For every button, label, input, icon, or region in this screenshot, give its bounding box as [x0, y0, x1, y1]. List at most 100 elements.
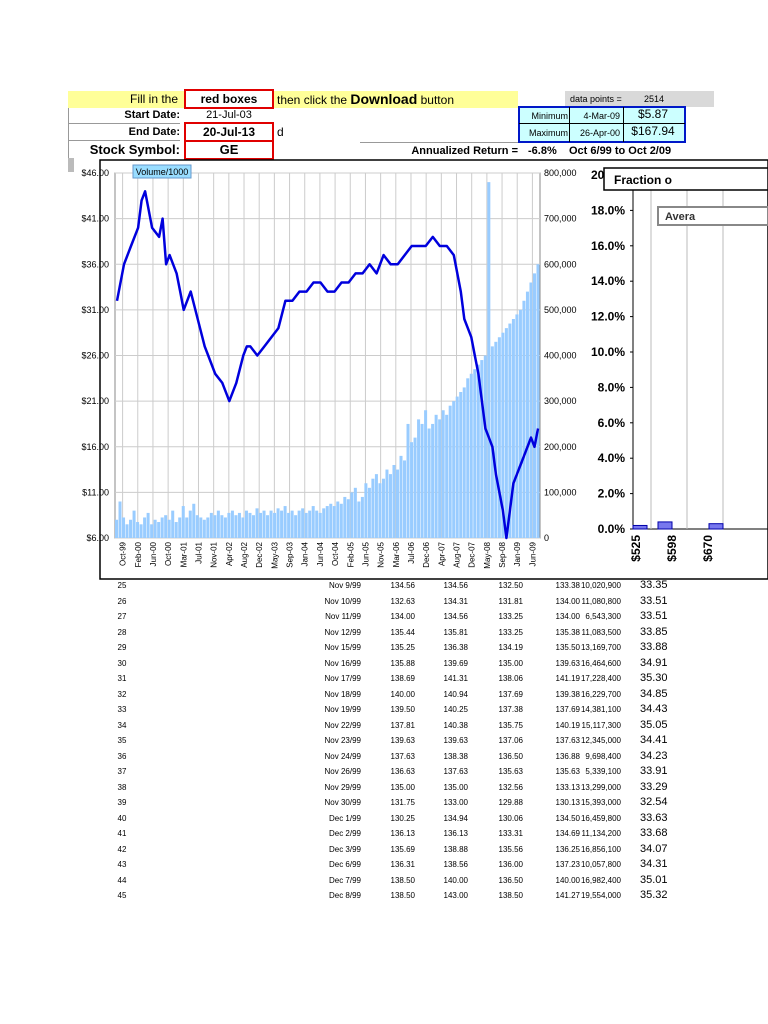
- table-cell: 135.44: [390, 627, 415, 637]
- volume-bar: [206, 517, 210, 538]
- x-tick-label: Oct-04: [331, 541, 340, 566]
- download-word: Download: [350, 91, 418, 107]
- table-cell: 34.07: [640, 842, 668, 855]
- table-cell: 136.31: [390, 860, 415, 869]
- table-cell: 141.19: [555, 674, 580, 683]
- table-cell: 16,459,800: [580, 813, 621, 823]
- volume-bar: [157, 522, 161, 538]
- volume-bar: [115, 519, 119, 538]
- table-cell: Nov 26/99: [324, 767, 361, 776]
- table-cell: 134.00: [555, 596, 580, 606]
- red-boxes-label: red boxes: [184, 89, 274, 109]
- range-text: Oct 6/99 to Oct 2/09: [569, 145, 672, 157]
- table-cell: 136.13: [390, 829, 415, 838]
- table-cell: 10,057,800: [580, 860, 621, 869]
- volume-bar: [388, 474, 392, 538]
- grid-line: [623, 107, 624, 142]
- table-cell: 134.00: [390, 612, 415, 621]
- table-cell: 136.63: [390, 767, 415, 776]
- volume-bar: [244, 510, 248, 538]
- volume-bar: [178, 517, 182, 538]
- volume-bar: [438, 419, 442, 538]
- table-cell: 134.56: [390, 581, 415, 590]
- table-cell: 33.63: [640, 811, 668, 824]
- price-tick-label: $46.00: [81, 168, 109, 178]
- table-cell: 33: [117, 705, 127, 714]
- volume-bar: [403, 460, 407, 538]
- volume-bar: [466, 378, 470, 538]
- table-cell: 136.50: [498, 751, 523, 761]
- volume-bar: [367, 487, 371, 538]
- volume-bar: [434, 414, 438, 538]
- x-tick-label: Oct-00: [164, 541, 173, 566]
- dist-title: Fraction o: [614, 173, 672, 187]
- data-points-bar: [565, 91, 714, 107]
- volume-bar: [199, 517, 203, 538]
- dist-y-tick-label: 0.0%: [598, 522, 626, 536]
- volume-bar: [515, 314, 519, 538]
- table-cell: 25: [117, 581, 127, 590]
- volume-bar: [473, 369, 477, 538]
- volume-bar: [490, 346, 494, 538]
- table-cell: 137.69: [498, 689, 523, 699]
- volume-bar: [353, 487, 357, 538]
- start-value[interactable]: 21-Jul-03: [206, 109, 252, 121]
- volume-bar: [318, 512, 322, 538]
- table-cell: 137.63: [390, 751, 415, 761]
- table-cell: 36: [117, 751, 127, 761]
- stock-symbol-input[interactable]: GE: [184, 140, 274, 160]
- volume-tick-label: 800,000: [544, 168, 577, 178]
- volume-bar: [480, 360, 484, 538]
- x-tick-label: Jul-06: [407, 541, 416, 563]
- table-cell: 135.00: [443, 782, 468, 792]
- table-cell: 34: [117, 720, 127, 730]
- table-cell: 16,464,600: [580, 658, 621, 668]
- distribution-chart: 0.0% 2.0% 4.0% 6.0% 8.0% 10.0% 12.0% 14.0% 16.0%…: [591, 167, 768, 562]
- table-row: 25 Nov 9/99 134.56 134.56 132.50 133.38 10,020…: [0, 578, 768, 593]
- table-cell: 140.25: [443, 705, 468, 714]
- volume-bar: [410, 442, 414, 538]
- price-volume-chart: $6.00 $11.00 $16.00 $21.00 $26.00 $31.00 $36.0…: [81, 164, 577, 569]
- x-tick-label: Oct-99: [119, 541, 128, 566]
- volume-bar: [171, 510, 175, 538]
- volume-bar: [308, 510, 312, 538]
- annualized-label: Annualized Return =: [411, 145, 518, 157]
- table-cell: 133.31: [498, 829, 523, 838]
- volume-bar: [494, 341, 498, 538]
- table-cell: 140.00: [555, 875, 580, 885]
- min-label: Minimum: [531, 111, 568, 121]
- volume-bar: [315, 510, 319, 538]
- min-price: $5.87: [637, 107, 669, 121]
- table-cell: 139.63: [443, 736, 468, 745]
- end-date-input[interactable]: 20-Jul-13: [184, 122, 274, 142]
- volume-bar: [146, 512, 150, 538]
- volume-bar: [192, 503, 196, 538]
- volume-bar: [223, 517, 227, 538]
- table-cell: 15,117,300: [581, 720, 621, 730]
- table-cell: 17,228,400: [580, 674, 621, 683]
- table-cell: Dec 8/99: [328, 891, 361, 900]
- table-cell: 37: [117, 767, 127, 776]
- table-cell: 15,393,000: [580, 798, 621, 807]
- volume-legend-label: Volume/1000: [136, 167, 189, 177]
- table-row: 43 Dec 6/99 136.31 138.56 136.00 137.23 10,057…: [0, 857, 768, 872]
- volume-bar: [395, 469, 400, 538]
- end-label: End Date:: [128, 126, 180, 138]
- x-tick-label: Mar-06: [392, 541, 401, 567]
- dist-y-tick-label: 6.0%: [598, 416, 626, 430]
- volume-bar: [129, 519, 133, 538]
- table-cell: 31: [117, 674, 127, 683]
- table-cell: 133.25: [498, 612, 523, 621]
- table-row: 28 Nov 12/99 135.44 135.81 133.25 135.38 11,08…: [0, 625, 768, 640]
- table-cell: 34.23: [640, 749, 668, 762]
- table-cell: 10,020,900: [580, 581, 621, 590]
- volume-bar: [283, 506, 287, 538]
- table-cell: 38: [117, 782, 127, 792]
- volume-bar: [188, 510, 192, 538]
- table-cell: 134.56: [443, 612, 468, 621]
- volume-bar: [213, 515, 217, 538]
- volume-bar: [445, 414, 449, 538]
- table-cell: 129.88: [498, 798, 523, 807]
- table-row: 31 Nov 17/99 138.69 141.31 138.06 141.19 17,22…: [0, 671, 768, 686]
- table-row: 26 Nov 10/99 132.63 134.31 131.81 134.00 11,08…: [0, 594, 768, 609]
